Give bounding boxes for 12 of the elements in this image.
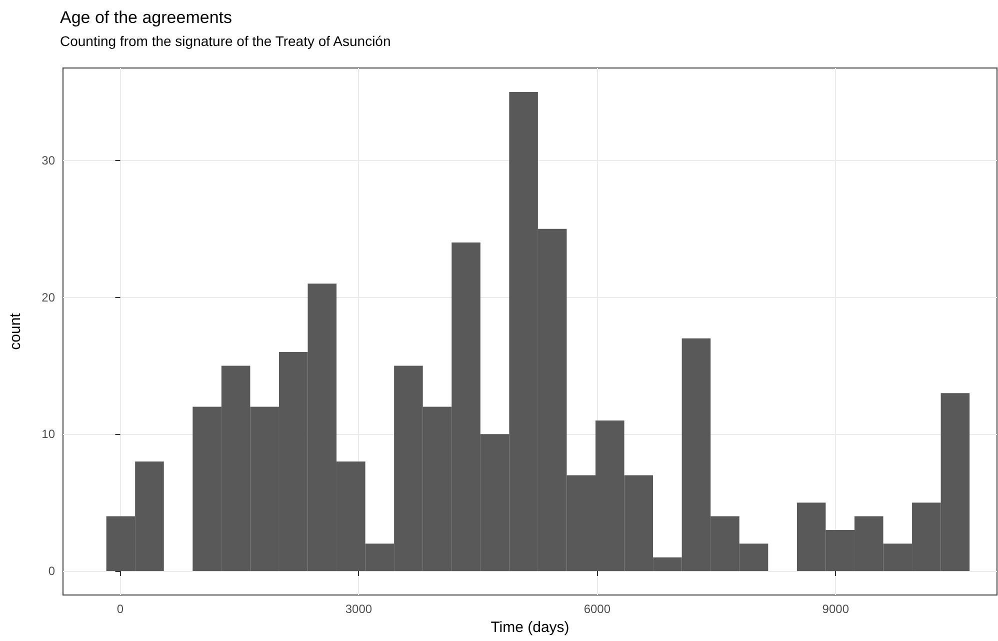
x-axis-title: Time (days): [490, 618, 570, 636]
x-tick-label: 9000: [822, 602, 850, 616]
x-tick-label: 6000: [584, 602, 611, 616]
x-tick-label: 0: [116, 602, 124, 616]
y-tick-label: 30: [42, 153, 56, 168]
chart-subtitle: Counting from the signature of the Treaty of Asunción: [60, 33, 391, 49]
y-tick-label: 10: [42, 427, 56, 442]
y-tick-label: 0: [48, 564, 56, 578]
x-tick-label: 3000: [345, 602, 372, 616]
y-axis-title: count: [7, 312, 24, 350]
chart-title: Age of the agreements: [60, 8, 232, 27]
y-tick-label: 20: [42, 290, 56, 304]
